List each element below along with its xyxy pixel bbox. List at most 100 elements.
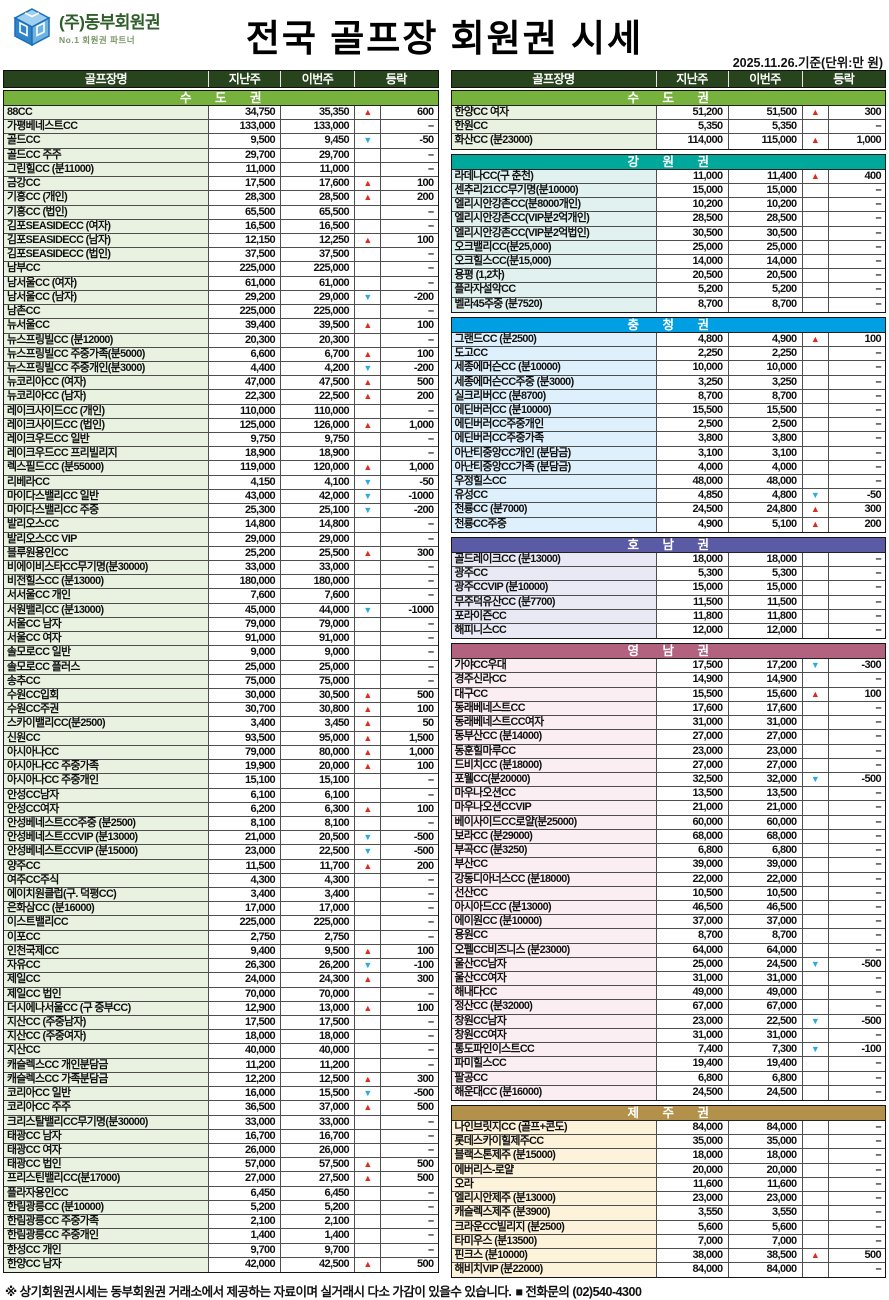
change-arrow-icon: ▲	[355, 233, 381, 249]
table-row: 벨라45주중 (분7520) 8,700 8,700–	[451, 297, 885, 312]
course-name: 에딘버러CC주중개인	[451, 418, 657, 433]
change-arrow-icon	[802, 815, 829, 830]
change-value: -200	[381, 290, 438, 306]
last-week-price: 28,500	[656, 212, 729, 227]
change-value: 100	[381, 703, 438, 718]
this-week-price: 14,800	[281, 518, 355, 533]
this-week-price: 7,000	[728, 1234, 803, 1249]
this-week-price: 15,000	[728, 183, 803, 199]
table-row: 아시아드CC (분13000) 46,500 46,500–	[451, 900, 885, 916]
last-week-price: 70,000	[209, 987, 281, 1002]
table-row: 블루원용인CC 25,200 25,500 ▲ 300	[4, 546, 438, 561]
course-name: 엘리시안강촌CC(분8000개인)	[451, 198, 657, 213]
change-value: 500	[381, 688, 438, 704]
course-name: 자유CC	[4, 959, 209, 974]
change-value: -200	[381, 361, 438, 377]
this-week-price: 35,350	[281, 106, 355, 121]
change-arrow-icon	[355, 518, 381, 533]
course-name: 캐슬렉스CC 가족분담금	[4, 1072, 209, 1088]
course-name: 안성베네스트CCVIP (분13000)	[4, 831, 209, 846]
course-name: 부산CC	[451, 858, 657, 873]
table-row: 아난티중앙CC개인 (분담금) 3,100 3,100–	[451, 446, 885, 461]
table-row: 롯데스카이힐제주CC 35,000 35,000–	[451, 1135, 885, 1150]
course-name: 마이다스밸리CC 주중	[4, 504, 209, 519]
table-row: 렉스필드CC (분55000) 119,000 120,000 ▲ 1,000	[4, 461, 438, 476]
change-arrow-icon	[802, 886, 829, 901]
table-row: 신원CC 93,500 95,000 ▲ 1,500	[4, 731, 438, 746]
change-value: -50	[381, 134, 438, 149]
change-arrow-icon	[802, 254, 829, 270]
course-name: 비에이비스타CC무기명(분30000)	[4, 561, 209, 576]
last-week-price: 7,400	[656, 1043, 729, 1058]
change-arrow-icon	[355, 888, 381, 903]
last-week-price: 15,000	[656, 581, 729, 596]
last-week-price: 32,500	[656, 772, 729, 788]
this-week-price: 4,000	[728, 460, 803, 476]
table-row: 뉴코리아CC (여자) 47,000 47,500 ▲ 500	[4, 376, 438, 391]
change-value: –	[381, 305, 438, 320]
table-row: 리베라CC 4,150 4,100 ▼ -50	[4, 475, 438, 490]
this-week-price: 11,600	[728, 1177, 803, 1193]
this-week-price: 31,000	[728, 972, 803, 987]
change-arrow-icon	[355, 1129, 381, 1144]
change-arrow-icon: ▲	[355, 347, 381, 362]
change-value: 500	[381, 1172, 438, 1187]
change-arrow-icon	[355, 532, 381, 547]
last-week-price: 11,000	[656, 169, 729, 184]
change-value: –	[828, 418, 885, 433]
change-arrow-icon	[802, 198, 829, 213]
table-row: 더시에나서울CC (구 중부CC) 12,900 13,000 ▲ 100	[4, 1001, 438, 1016]
table-row: 코리아CC 주주 36,500 37,000 ▲ 500	[4, 1101, 438, 1116]
course-name: 서울CC 여자	[4, 632, 209, 647]
this-week-price: 64,000	[728, 943, 803, 958]
last-week-price: 19,400	[656, 1057, 729, 1072]
last-week-price: 11,600	[656, 1177, 729, 1193]
change-arrow-icon	[802, 1206, 829, 1221]
table-row: 크리스탈밸리CC무기명(분30000) 33,000 33,000–	[4, 1115, 438, 1130]
table-row: 캐슬렉스제주 (분3900) 3,550 3,550–	[451, 1206, 885, 1221]
change-arrow-icon	[355, 774, 381, 789]
course-name: 오라	[451, 1177, 657, 1193]
change-value: –	[828, 929, 885, 944]
change-value: –	[828, 758, 885, 773]
this-week-price: 7,300	[728, 1043, 803, 1058]
table-row: 용평 (1,2차) 20,500 20,500–	[451, 269, 885, 284]
course-name: 크리스탈밸리CC무기명(분30000)	[4, 1115, 209, 1130]
change-arrow-icon	[355, 1229, 381, 1244]
right-table-body: 수 도 권 한양CC 여자 51,200 51,500 ▲ 300 한원CC 5,350 5,3…	[450, 90, 886, 1279]
this-week-price: 3,550	[728, 1206, 803, 1221]
last-week-price: 25,000	[656, 240, 729, 255]
this-week-price: 5,350	[728, 120, 803, 135]
this-week-price: 25,000	[281, 660, 355, 675]
table-row: 에딘버러CC (분10000) 15,500 15,500–	[451, 403, 885, 419]
course-name: 레이크사이드CC (법인)	[4, 418, 209, 434]
course-name: 아시아나CC 주중가족	[4, 760, 209, 775]
this-week-price: 5,300	[728, 567, 803, 582]
course-name: 기흥CC (개인)	[4, 191, 209, 206]
last-week-price: 114,000	[656, 134, 729, 149]
course-name: 벨라45주중 (분7520)	[451, 297, 657, 312]
change-arrow-icon	[802, 460, 829, 476]
course-name: 김포SEASIDECC (법인)	[4, 248, 209, 263]
change-arrow-icon	[355, 788, 381, 803]
course-name: 블랙스톤제주 (분15000)	[451, 1149, 657, 1164]
this-week-price: 15,100	[281, 774, 355, 789]
table-row: 이스트밸리CC 225,000 225,000–	[4, 916, 438, 931]
change-arrow-icon	[802, 1149, 829, 1164]
change-value: –	[381, 1215, 438, 1230]
change-value: –	[828, 446, 885, 461]
change-arrow-icon: ▼	[355, 845, 381, 860]
table-row: 수원CC입회 30,000 30,500 ▲ 500	[4, 688, 438, 704]
change-arrow-icon	[802, 758, 829, 773]
this-week-price: 49,000	[728, 986, 803, 1001]
this-week-price: 5,200	[281, 1200, 355, 1216]
change-arrow-icon: ▲	[355, 376, 381, 391]
last-week-price: 6,100	[209, 788, 281, 803]
course-name: 무주덕유산CC (분7700)	[451, 595, 657, 610]
this-week-price: 22,000	[728, 872, 803, 887]
change-value: –	[381, 1129, 438, 1144]
course-name: 광주CC	[451, 567, 657, 582]
last-week-price: 6,200	[209, 802, 281, 817]
last-week-price: 75,000	[209, 674, 281, 689]
